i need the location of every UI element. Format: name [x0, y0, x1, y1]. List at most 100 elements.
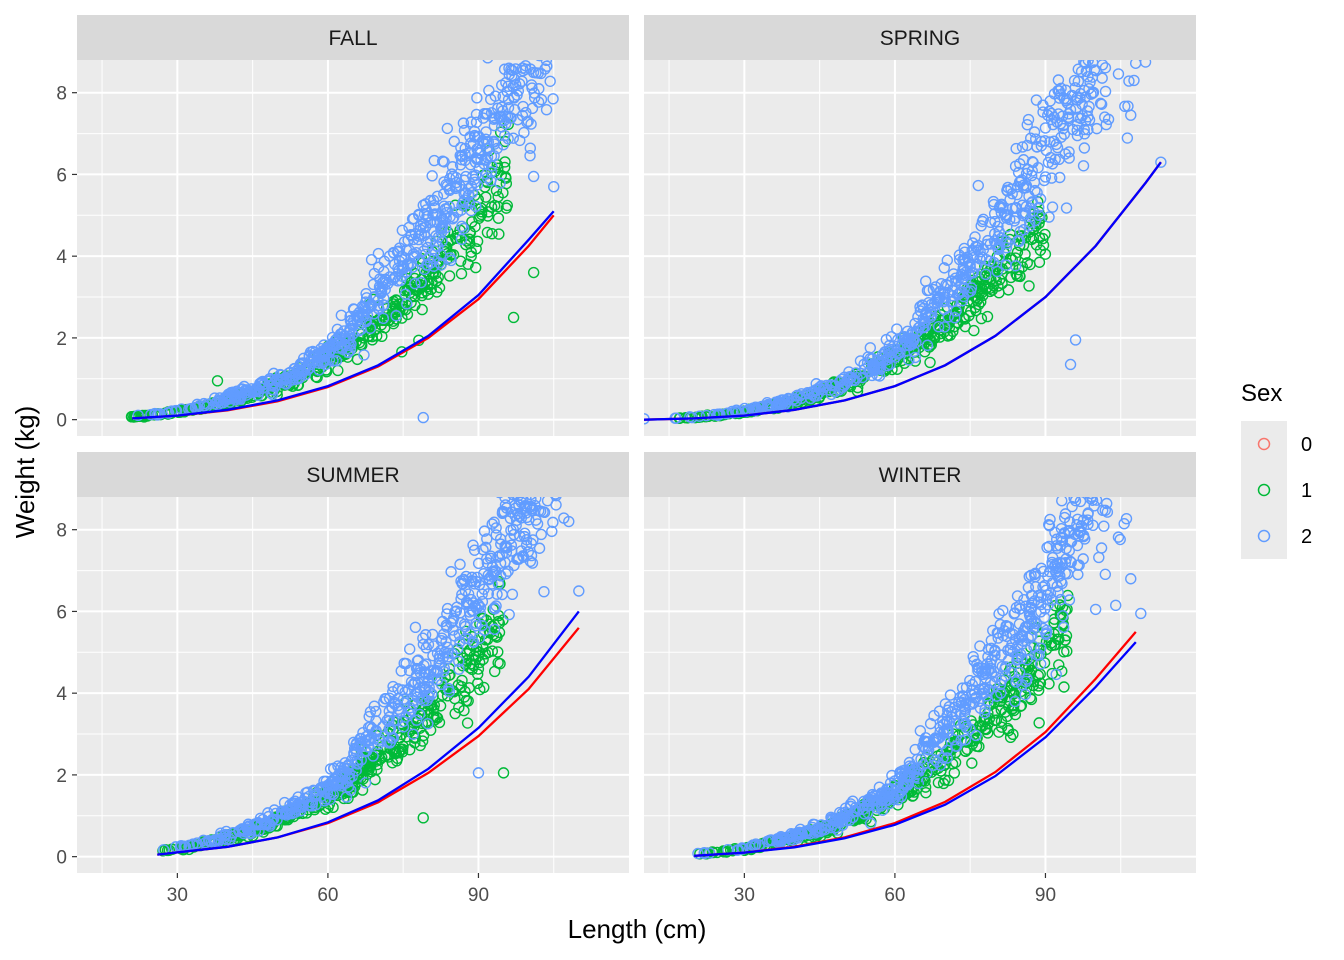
data-point [684, 411, 696, 423]
data-point [1016, 199, 1029, 211]
panel-fall: FALL 0 2 4 6 8 [56, 0, 629, 436]
data-point [1008, 687, 1020, 700]
data-point [1118, 518, 1130, 530]
data-point [1106, 435, 1116, 445]
data-point [470, 575, 482, 588]
data-point [554, 436, 564, 446]
data-point [1112, 68, 1125, 80]
data-point [227, 826, 240, 839]
data-point [1083, 83, 1095, 95]
data-point [1099, 568, 1112, 581]
data-point [500, 542, 512, 554]
data-point [1054, 171, 1066, 184]
data-point [1033, 717, 1045, 729]
data-point [515, 0, 525, 9]
points-group [692, 435, 1147, 860]
y-tick-label: 0 [56, 411, 67, 432]
data-point [1077, 160, 1090, 172]
data-point [1095, 98, 1108, 110]
data-point [478, 583, 490, 595]
data-point [1001, 208, 1013, 221]
data-point [1074, 497, 1087, 508]
data-point [1025, 132, 1037, 144]
data-point [422, 718, 434, 730]
data-point [520, 6, 530, 16]
data-point [951, 740, 963, 752]
data-point [494, 570, 507, 582]
data-point [465, 116, 477, 128]
data-point [880, 333, 893, 346]
data-point [801, 386, 814, 399]
data-point [472, 663, 485, 675]
outlier-point [1125, 109, 1137, 121]
data-point [408, 677, 421, 689]
data-point [523, 500, 536, 512]
x-axis-title: Length (cm) [568, 914, 707, 944]
data-point [1064, 103, 1077, 116]
data-point [550, 497, 562, 502]
data-point [1021, 653, 1033, 666]
data-point [241, 823, 253, 835]
data-point [465, 658, 477, 670]
data-point [1087, 519, 1099, 531]
data-point [451, 206, 464, 218]
data-point [1100, 118, 1112, 131]
points-group [644, 0, 1167, 425]
data-point [407, 728, 419, 740]
data-point [149, 408, 162, 420]
data-point [1023, 190, 1035, 202]
data-point [542, 435, 552, 445]
data-point [1132, 6, 1142, 16]
data-point [1046, 577, 1059, 589]
data-point [968, 324, 980, 337]
data-point [384, 722, 397, 734]
data-point [972, 179, 984, 192]
data-point [483, 84, 495, 97]
data-point [1128, 435, 1138, 445]
data-point [322, 801, 334, 814]
data-point [473, 632, 486, 644]
data-point [959, 734, 972, 746]
data-point [1044, 95, 1056, 107]
data-point [1058, 511, 1071, 524]
data-point [360, 287, 372, 300]
data-point [463, 147, 475, 159]
data-point [1122, 436, 1132, 446]
data-point [1065, 556, 1077, 569]
data-point [993, 608, 1005, 620]
data-point [525, 497, 536, 501]
data-point [1043, 518, 1055, 531]
legend-key-1 [1257, 483, 1271, 497]
data-point [993, 251, 1005, 263]
data-point [1057, 610, 1069, 622]
data-point [1043, 540, 1055, 553]
data-point [490, 529, 502, 541]
data-point [1004, 642, 1017, 654]
data-point [1068, 497, 1081, 504]
data-point [524, 149, 536, 162]
data-point [540, 60, 553, 66]
data-point [1056, 497, 1068, 507]
data-point [541, 60, 553, 72]
legend-label-2: 2 [1301, 526, 1312, 548]
data-point [1123, 0, 1133, 9]
data-point [463, 233, 476, 245]
data-point [974, 702, 987, 714]
data-point [529, 499, 541, 512]
data-point [1069, 528, 1081, 541]
data-point [456, 220, 468, 233]
data-point [438, 156, 450, 168]
data-point [965, 282, 978, 294]
data-point [1110, 4, 1120, 14]
data-point [930, 745, 943, 757]
data-point [1034, 677, 1047, 689]
data-point [993, 286, 1005, 299]
data-point [440, 179, 452, 191]
outlier-point [527, 266, 540, 279]
data-point [530, 67, 542, 79]
outlier-point [211, 375, 224, 387]
data-point [443, 685, 456, 698]
data-point [284, 799, 296, 811]
data-point [1032, 196, 1044, 208]
data-point [863, 799, 875, 812]
